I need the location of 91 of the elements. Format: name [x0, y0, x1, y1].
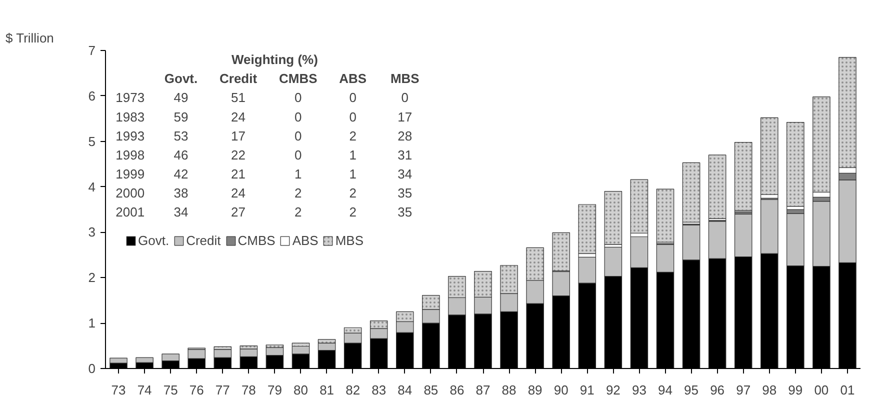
annotation: 2 [349, 186, 356, 201]
annotation: 1998 [116, 147, 145, 162]
annotation: 51 [231, 90, 246, 106]
annotation: 35 [398, 186, 412, 201]
annotation: 17 [398, 109, 412, 124]
annotation: 2001 [116, 204, 145, 220]
annotation: 0 [401, 90, 409, 106]
y-tick-label: 6 [88, 88, 96, 104]
annotation: 31 [398, 147, 412, 162]
annotation: 46 [174, 147, 188, 162]
annotation: 34 [174, 204, 188, 220]
x-tick-label: 86 [450, 382, 464, 398]
annotation: 1 [294, 166, 302, 182]
x-tick-label: 74 [137, 382, 152, 398]
x-tick-label: 75 [163, 382, 178, 398]
x-tick-label: 90 [554, 382, 568, 398]
x-tick-label: 82 [346, 382, 360, 398]
annotation: MBS [390, 71, 420, 86]
annotation: 24 [231, 186, 246, 201]
annotation: 49 [174, 90, 188, 106]
x-tick-label: 84 [398, 382, 412, 398]
annotation: 1 [349, 147, 356, 162]
annotation: 27 [231, 204, 246, 220]
x-tick-label: 88 [502, 382, 516, 398]
legend-label: Govt. [138, 233, 170, 248]
annotation: 0 [349, 90, 356, 106]
x-tick-label: 80 [294, 382, 308, 398]
annotation: CMBS [279, 71, 318, 86]
annotation: 28 [398, 128, 412, 144]
y-tick-label: 4 [88, 179, 96, 194]
x-tick-label: 95 [684, 382, 699, 398]
x-tick-label: 77 [215, 382, 230, 398]
annotation: 21 [231, 166, 246, 182]
x-tick-label: 73 [111, 382, 126, 398]
annotation: 34 [398, 166, 412, 182]
x-tick-label: 89 [528, 382, 542, 398]
x-tick-label: 78 [241, 382, 256, 398]
x-tick-label: 81 [320, 382, 334, 398]
annotation: 0 [349, 109, 356, 124]
x-tick-label: 87 [476, 382, 490, 398]
annotation: 0 [294, 90, 302, 106]
annotation: 22 [231, 147, 246, 162]
annotation: 2000 [116, 186, 145, 201]
annotation: 0 [294, 109, 302, 124]
x-tick-label: 85 [424, 382, 438, 398]
annotation: 42 [174, 166, 188, 182]
annotation: ABS [339, 71, 367, 86]
annotation: 1993 [116, 128, 145, 144]
x-tick-label: 97 [736, 382, 751, 398]
x-tick-label: 83 [372, 382, 386, 398]
x-tick-label: 98 [762, 382, 777, 398]
annotation: 1 [349, 166, 356, 182]
x-tick-label: 96 [710, 382, 725, 398]
annotation: 2 [349, 204, 356, 220]
x-tick-label: 76 [189, 382, 204, 398]
x-tick-label: 99 [788, 382, 803, 398]
annotation: 53 [174, 128, 188, 144]
x-tick-label: 94 [658, 382, 672, 398]
annotation: 1999 [116, 166, 145, 182]
y-tick-label: 0 [88, 361, 96, 376]
annotation: 2 [294, 186, 302, 201]
annotation: Govt. [164, 71, 198, 86]
x-tick-label: 79 [267, 382, 282, 398]
annotation: 24 [231, 109, 246, 124]
annotation: 1973 [116, 90, 145, 106]
legend-label: CMBS [238, 233, 276, 248]
annotation: 2 [349, 128, 356, 144]
annotation: 0 [294, 147, 302, 162]
annotation: 35 [398, 204, 412, 220]
annotation: 59 [174, 109, 188, 124]
legend-label: MBS [335, 233, 364, 248]
annotation: 17 [231, 128, 246, 144]
legend-label: Credit [186, 233, 221, 248]
x-tick-label: 93 [632, 382, 646, 398]
legend-label: ABS [292, 233, 318, 248]
x-tick-label: 92 [606, 382, 620, 398]
y-tick-label: 7 [88, 43, 96, 58]
x-tick-label: 00 [814, 382, 829, 398]
annotation: 1983 [116, 109, 145, 124]
annotation: 38 [174, 186, 188, 201]
y-axis-title: $ Trillion [6, 30, 54, 46]
y-tick-label: 3 [88, 224, 96, 240]
annotation: Credit [219, 71, 258, 86]
y-tick-label: 2 [88, 270, 96, 286]
x-tick-label: 91 [580, 382, 594, 398]
y-tick-label: 5 [88, 134, 96, 149]
x-tick-label: 01 [840, 382, 855, 398]
y-tick-label: 1 [88, 316, 96, 331]
annotation: 0 [294, 128, 302, 144]
annotation: 2 [294, 204, 302, 220]
annotation: Weighting (%) [232, 52, 318, 68]
